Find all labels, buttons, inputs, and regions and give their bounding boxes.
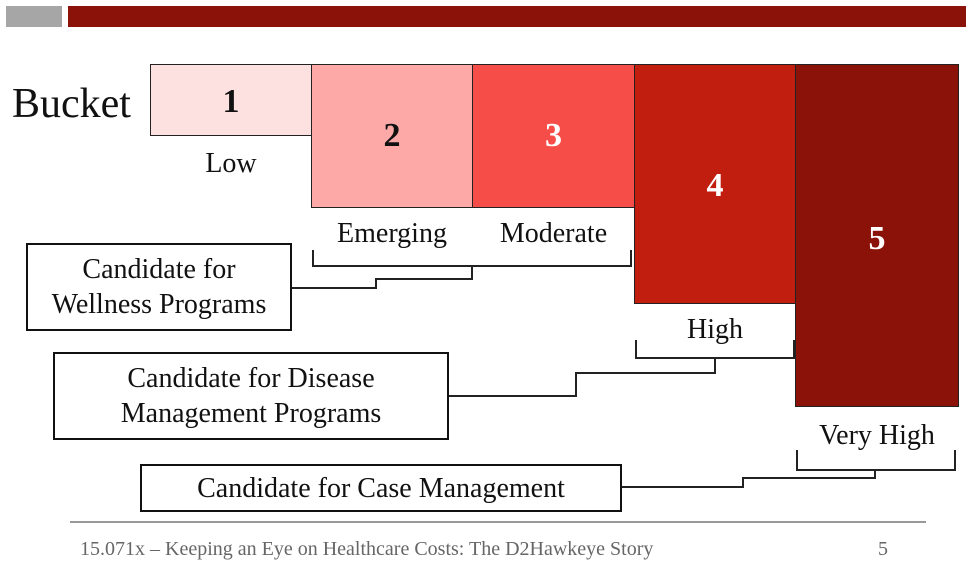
bucket-5-box: 5: [795, 64, 959, 407]
footer-text: 15.071x – Keeping an Eye on Healthcare C…: [80, 538, 654, 560]
bucket-heading: Bucket: [12, 81, 131, 127]
bucket-4-label: High: [687, 314, 743, 345]
candidate-wellness-box: Candidate for Wellness Programs: [26, 243, 292, 331]
bucket-2-label: Emerging: [337, 218, 447, 249]
bucket-2-number: 2: [383, 117, 401, 154]
bucket-3-number: 3: [545, 117, 562, 154]
page-number: 5: [878, 538, 888, 560]
bucket-3-label: Moderate: [499, 218, 608, 249]
bucket-1-label: Low: [205, 148, 257, 179]
candidate-case-box: Candidate for Case Management: [140, 464, 622, 512]
bucket-2-box: 2: [311, 64, 473, 208]
bucket-1-number: 1: [222, 83, 240, 120]
bucket-5-number: 5: [868, 220, 886, 257]
bucket-5-label: Very High: [819, 420, 935, 451]
brace-case: [796, 450, 956, 471]
connector-disease: [449, 358, 716, 397]
footer-divider: [70, 521, 926, 523]
connector-wellness: [292, 266, 473, 289]
candidate-disease-box: Candidate for Disease Management Program…: [53, 352, 449, 440]
header-accent-gray: [6, 6, 62, 27]
bucket-4-box: 4: [634, 64, 796, 304]
bucket-4-number: 4: [706, 167, 724, 204]
header-accent-red: [68, 6, 966, 27]
brace-wellness: [312, 250, 632, 267]
brace-disease: [635, 340, 795, 359]
connector-case: [622, 470, 876, 488]
bucket-1-box: 1: [150, 64, 312, 136]
